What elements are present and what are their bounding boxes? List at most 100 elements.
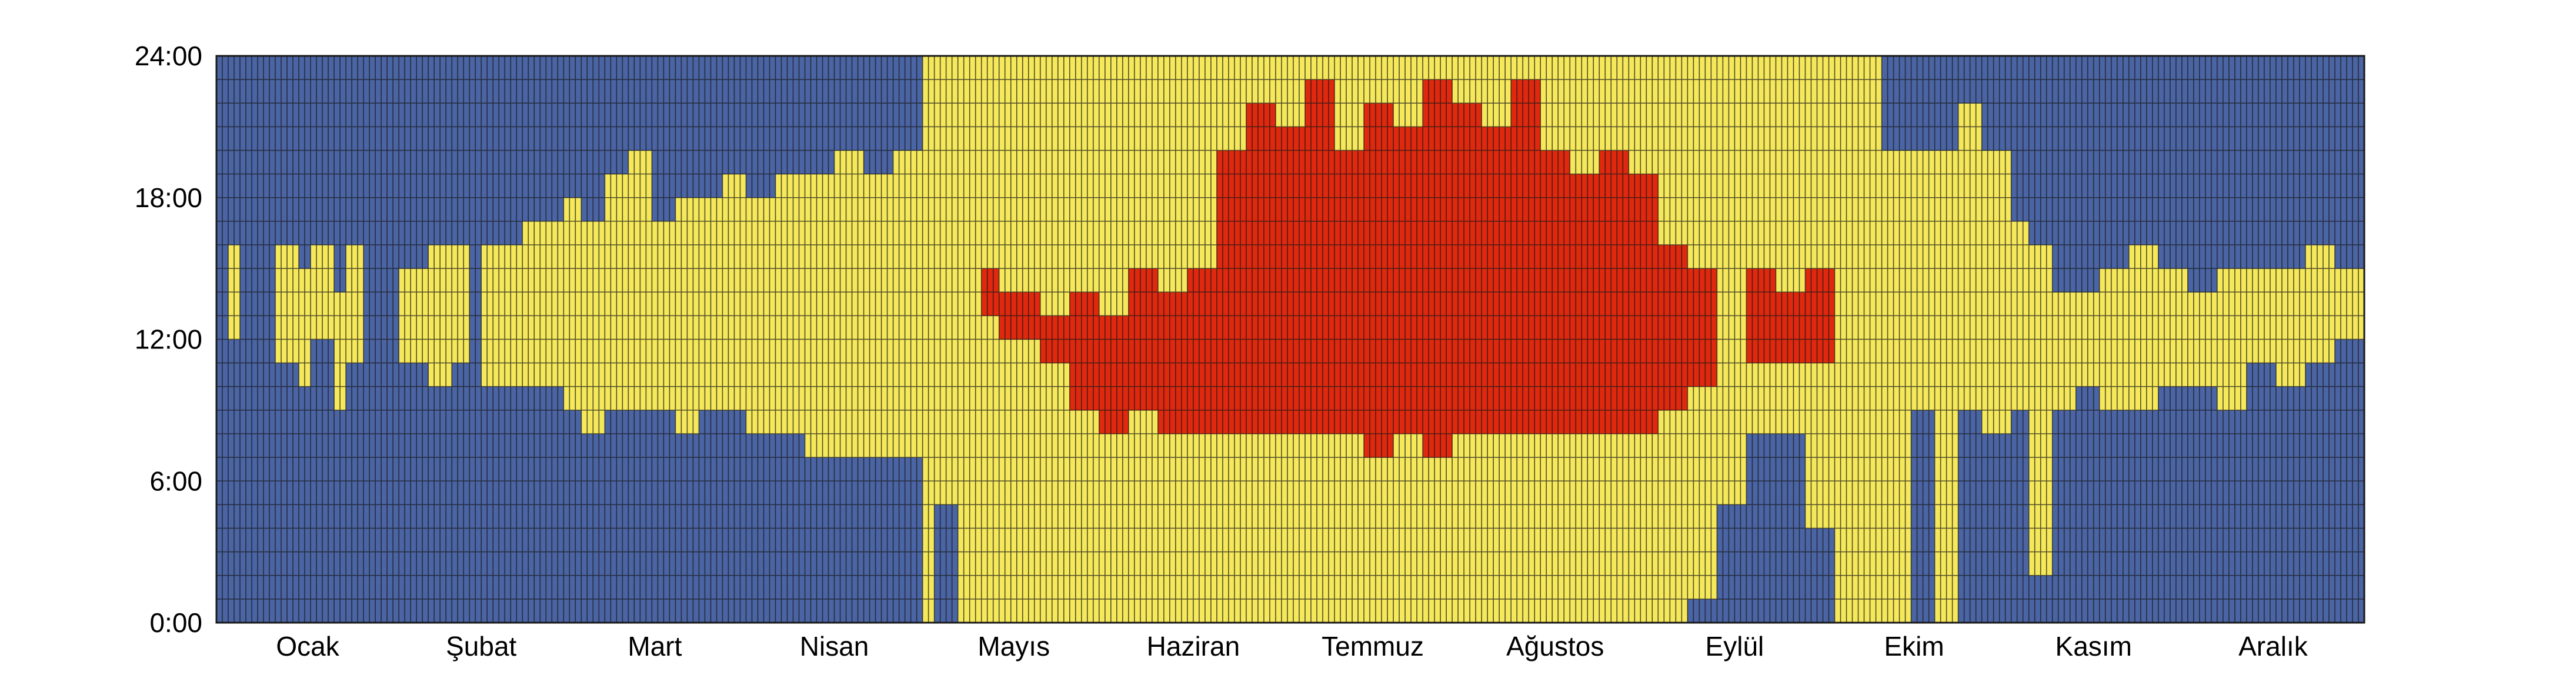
y-axis-ticks: 0:00 6:00 12:00 18:00 24:00 [135,41,202,638]
heatmap-cell-comfortable [940,56,946,505]
heatmap-cell-comfortable [1046,363,1052,623]
heatmap-cell-cold [334,410,340,623]
heatmap-cell-cold [2253,56,2258,269]
heatmap-cell-comfortable [917,151,923,458]
month-label: Kasım [2056,631,2132,662]
heatmap-cell-hot [1481,127,1487,434]
heatmap-cell-comfortable [1823,56,1828,269]
heatmap-cell-cold [411,363,416,623]
heatmap-cell-comfortable [340,292,346,410]
heatmap-cell-cold [2300,56,2305,269]
heatmap-cell-cold [2011,410,2017,623]
heatmap-cell-cold [1705,599,1711,623]
heatmap-cell-comfortable [1770,56,1776,269]
heatmap-cell-comfortable [1040,363,1046,623]
heatmap-cell-cold [293,363,299,623]
heatmap-cell-cold [705,410,710,623]
heatmap-cell-cold [622,410,628,623]
heatmap-cell-comfortable [987,315,993,623]
heatmap-cell-cold [2235,56,2241,269]
heatmap-cell-comfortable [2129,245,2135,410]
heatmap-cell-cold [2023,410,2029,623]
heatmap-cell-comfortable [1705,387,1711,600]
heatmap-cell-cold [2111,56,2117,269]
heatmap-cell-cold [581,56,587,221]
heatmap-cell-hot [1687,268,1693,387]
heatmap-cell-comfortable [293,245,299,363]
heatmap-cell-comfortable [1429,56,1434,80]
heatmap-cell-hot [1082,292,1087,410]
heatmap-cell-comfortable [1099,56,1105,316]
heatmap-cell-cold [534,56,540,221]
heatmap-cell-cold [2153,410,2158,623]
heatmap-cell-comfortable [528,221,534,387]
heatmap-cell-comfortable [1152,56,1158,269]
heatmap-cell-hot [1776,292,1781,363]
heatmap-cell-hot [1405,127,1411,434]
heatmap-cell-cold [2305,363,2311,623]
heatmap-cell-comfortable [840,151,846,458]
heatmap-cell-cold [628,410,634,623]
heatmap-cell-cold [893,457,899,623]
heatmap-cell-cold [411,56,416,269]
heatmap-cell-comfortable [1052,363,1058,623]
heatmap-cell-cold [917,457,923,623]
heatmap-cell-comfortable [2064,292,2070,410]
heatmap-cell-comfortable [1487,56,1493,127]
heatmap-cell-comfortable [1287,56,1293,127]
heatmap-cell-comfortable [2347,268,2353,340]
heatmap-cell-hot [1699,268,1705,387]
heatmap-cell-cold [2105,410,2111,623]
heatmap-cell-comfortable [1387,457,1393,623]
heatmap-cell-cold [835,457,840,623]
heatmap-cell-hot [1593,174,1599,434]
heatmap-cell-cold [663,56,669,221]
heatmap-cell-hot [1646,174,1652,434]
heatmap-cell-comfortable [952,56,958,505]
heatmap-cell-comfortable [2311,245,2317,363]
heatmap-cell-hot [1364,103,1370,457]
heatmap-cell-hot [1105,315,1111,434]
heatmap-cell-comfortable [1282,56,1287,127]
heatmap-cell-comfortable [2329,245,2335,363]
heatmap-cell-comfortable [1411,56,1417,127]
month-label: Aralık [2238,631,2308,662]
heatmap-cell-cold [2182,56,2188,269]
heatmap-cell-hot [1576,174,1581,434]
heatmap-cell-cold [663,410,669,623]
heatmap-cell-cold [416,363,422,623]
heatmap-cell-comfortable [935,56,940,505]
y-tick-label: 6:00 [149,466,202,496]
heatmap-cell-comfortable [1705,56,1711,269]
heatmap-cell-cold [2123,410,2129,623]
heatmap-cell-hot [1664,245,1670,410]
heatmap-cell-comfortable [1634,56,1640,174]
heatmap-cell-cold [2247,363,2253,623]
heatmap-cell-cold [734,410,740,623]
heatmap-cell-hot [1282,127,1287,434]
heatmap-cell-cold [882,56,887,174]
heatmap-cell-cold [275,363,281,623]
heatmap-cell-cold [1917,410,1923,623]
heatmap-cell-comfortable [1293,56,1299,127]
heatmap-cell-comfortable [1570,56,1576,174]
heatmap-cell-comfortable [699,198,705,411]
heatmap-cell-comfortable [1046,56,1052,316]
heatmap-cell-comfortable [835,151,840,458]
heatmap-cell-comfortable [899,151,905,458]
heatmap-cell-comfortable [993,315,999,623]
heatmap-cell-cold [2253,363,2258,623]
heatmap-cell-comfortable [1082,410,1087,623]
heatmap-cell-cold [669,56,675,221]
month-label: Temmuz [1322,631,1424,662]
heatmap-cell-comfortable [2317,245,2323,363]
heatmap-cell-cold [605,410,610,623]
heatmap-cell-hot [1505,127,1511,434]
heatmap-cell-hot [1417,127,1423,434]
heatmap-cell-comfortable [799,174,805,434]
heatmap-cell-hot [1323,79,1329,434]
heatmap-cell-comfortable [634,151,640,411]
heatmap-cell-hot [1123,315,1129,434]
heatmap-cell-hot [1211,268,1217,434]
